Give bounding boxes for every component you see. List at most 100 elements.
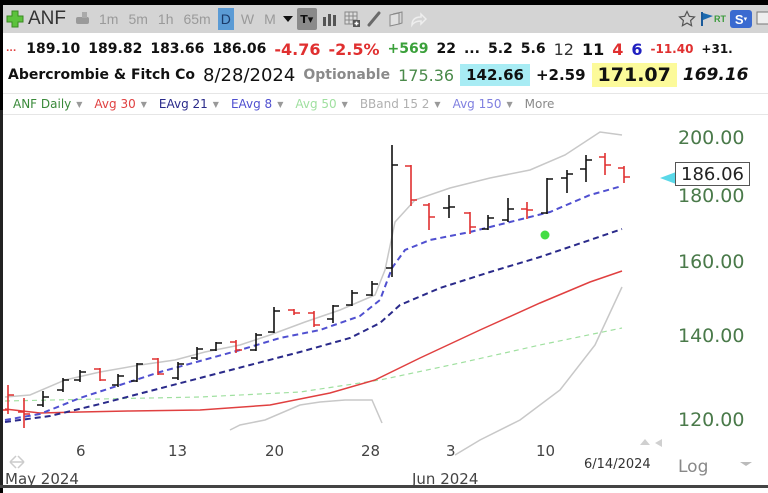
timeframe-5m[interactable]: 5m [128,11,148,27]
chevron-down-icon: ▼ [212,99,219,109]
share-icon[interactable] [409,8,427,30]
toolbar: ANF 1m 5m 1h 65m D W M T▾ [3,5,768,33]
quote-row-2: Abercrombie & Fitch Co 8/28/2024 Optiona… [3,63,756,87]
x-axis-label-6: 6 [76,442,86,460]
avg-50-line [4,327,623,402]
quote-price-1: 175.36 [398,65,455,85]
company-name: Abercrombie & Fitch Co [8,67,196,83]
scan-button[interactable]: S ▾ [730,10,752,28]
y-axis-label-200: 200.00 [678,127,745,149]
y-axis-label-140: 140.00 [678,325,745,347]
timeframe-1h[interactable]: 1h [157,11,174,27]
high-price: 189.82 [88,41,143,57]
legend-avg-50[interactable]: Avg 50 ▼ [295,97,348,111]
quote-value-4: 12 [553,39,574,59]
signal-dot-marker [540,230,550,240]
folder-icon[interactable] [387,8,405,30]
y-axis-label-180: 180.00 [678,185,745,207]
x-axis-label-28: 28 [361,442,381,460]
x-axis-label-10: 10 [536,442,556,460]
quote-row-1: ... 189.10 189.82 183.66 186.06 -4.76 -2… [3,37,741,61]
pencil-icon[interactable] [365,8,383,30]
avg-30-line [4,270,623,414]
scale-log-button[interactable]: Log [678,457,709,477]
x-axis-label-20: 20 [265,442,285,460]
last-date-label: 6/14/2024 [584,457,651,472]
star-icon[interactable] [678,8,696,30]
chevron-down-icon: ▼ [434,99,441,109]
chevron-down-icon: ▼ [341,99,348,109]
legend-eavg-8[interactable]: EAvg 8 ▼ [230,97,284,111]
quote-price-4: 171.07 [591,63,677,87]
bar-chart-icon[interactable] [321,8,339,30]
change-percent: -2.5% [328,39,380,59]
flag-icon[interactable] [700,8,714,30]
month-label-left: May 2024 [5,470,79,488]
quote-value-5: 11 [581,39,605,59]
scan-label: S [734,11,744,27]
timeframe-1m[interactable]: 1m [99,11,119,27]
quote-price-3: +2.59 [535,66,586,84]
grid-add-icon[interactable] [343,8,361,30]
quote-price-5: 169.16 [682,65,749,85]
indicator-legend: ANF Daily ▼ Avg 30 ▼ EAvg 21 ▼ EAvg 8 ▼ Avg … [3,93,768,115]
pan-arrows-icon [9,455,25,469]
quote-value-6: 4 [612,39,624,59]
dropdown-icon[interactable] [282,8,293,30]
window-bottom-border [0,485,768,488]
y-axis-label-120: 120.00 [678,409,745,431]
x-axis-label-13: 13 [168,442,188,460]
quote-date: 8/28/2024 [203,64,296,86]
chevron-down-icon: ▼ [140,99,147,109]
change-value: -4.76 [274,39,321,59]
symbol-label[interactable]: ANF [28,8,66,29]
legend-avg-150[interactable]: Avg 150 ▼ [452,97,513,111]
monitor-icon[interactable] [756,8,768,30]
quote-value-2: 5.2 [487,41,513,57]
log-dropdown-icon [740,462,752,466]
timeframe-65m[interactable]: 65m [183,11,211,27]
chevron-down-icon: ▼ [506,99,513,109]
scroll-left-arrow-icon [655,439,662,447]
legend-anf-daily[interactable]: ANF Daily ▼ [13,97,83,111]
legend-bband[interactable]: BBand 15 2 ▼ [359,97,441,111]
close-price: 186.06 [212,41,267,57]
chart-window: ANF 1m 5m 1h 65m D W M T▾ [0,5,768,493]
x-axis-label-3: 3 [446,442,456,460]
chevron-down-icon: ▼ [277,99,284,109]
text-tool-icon[interactable]: T▾ [296,8,317,30]
quote-value-8: -11.40 [650,42,694,56]
open-price: 189.10 [26,41,81,57]
quote-value-7: 6 [631,39,643,59]
ohlc-bars [2,145,630,428]
add-icon[interactable] [6,8,24,30]
month-label-jun: Jun 2024 [412,470,479,488]
printer-icon[interactable] [74,8,92,30]
legend-more[interactable]: More [524,97,555,111]
current-price-pointer [660,172,676,184]
low-price: 183.66 [150,41,205,57]
legend-eavg-21[interactable]: EAvg 21 ▼ [158,97,219,111]
scroll-up-arrow-icon [640,439,650,445]
timeframe-w[interactable]: W [240,11,255,27]
y-axis-label-160: 160.00 [678,251,745,273]
timeframe-d[interactable]: D [217,8,234,30]
optionable-label: Optionable [303,67,391,83]
legend-avg-30[interactable]: Avg 30 ▼ [94,97,147,111]
quote-value-9: +31. [701,42,733,56]
timeframe-m[interactable]: M [264,11,276,27]
volume-change: +569 [387,41,429,57]
quote-value-3: 5.6 [520,41,546,57]
bband-lower-line [229,286,623,456]
rt-icon[interactable]: RT [714,14,726,24]
quote-value-1: 22 [436,41,456,57]
quote-ellipsis: ... [463,41,480,57]
eavg-21-line [4,228,623,423]
bband-upper-line [4,131,623,398]
eavg-8-line [4,185,623,421]
chevron-down-icon: ▼ [76,99,83,109]
quote-prefix: ... [6,44,17,54]
current-price-label: 186.06 [675,162,750,186]
quote-price-2: 142.66 [460,64,530,86]
